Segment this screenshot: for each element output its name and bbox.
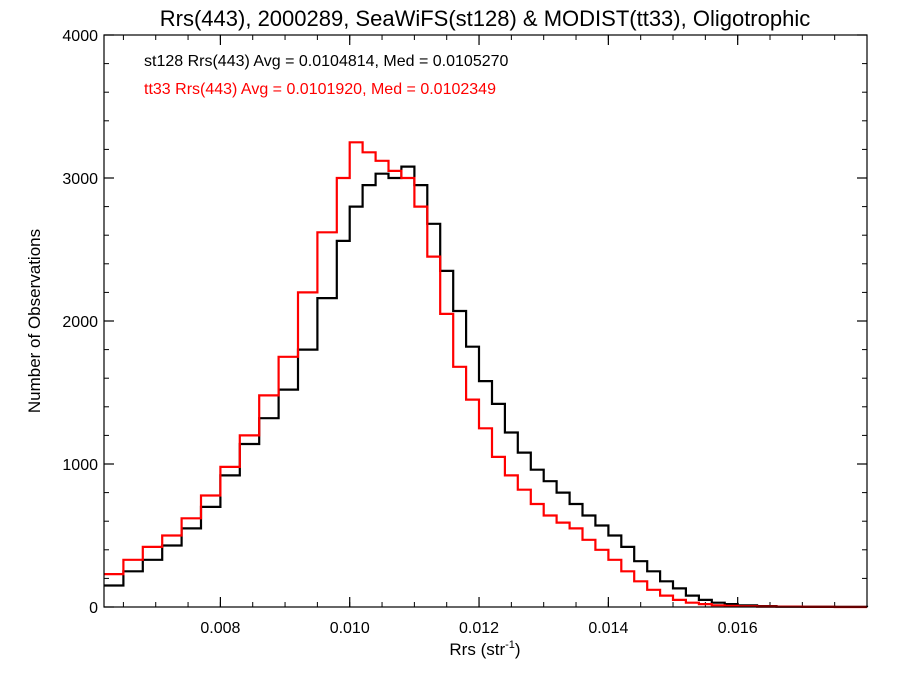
x-axis-label: Rrs (str-1) <box>449 639 520 659</box>
y-tick-label: 0 <box>89 600 98 617</box>
series-line-st128 <box>104 165 869 608</box>
x-tick-label: 0.012 <box>459 620 499 637</box>
legend-entry-st128: st128 Rrs(443) Avg = 0.0104814, Med = 0.… <box>144 53 509 70</box>
series-layer <box>104 141 869 609</box>
y-tick-label: 1000 <box>62 457 98 474</box>
y-axis-label: Number of Observations <box>25 229 44 413</box>
plot-frame <box>103 34 868 608</box>
y-tick-label: 2000 <box>62 314 98 331</box>
series-line-tt33 <box>104 141 867 609</box>
axis-ticks: 0.008 0.010 0.012 0.014 0.016 0 1000 2000 3000 40… <box>62 28 867 637</box>
x-tick-label: 0.016 <box>718 620 758 637</box>
x-tick-label: 0.010 <box>330 620 370 637</box>
x-tick-label: 0.008 <box>200 620 240 637</box>
y-tick-label: 4000 <box>62 28 98 45</box>
legend-entry-tt33: tt33 Rrs(443) Avg = 0.0101920, Med = 0.0… <box>144 81 496 98</box>
chart-title: Rrs(443), 2000289, SeaWiFS(st128) & MODI… <box>160 6 810 31</box>
x-tick-label: 0.014 <box>588 620 628 637</box>
y-tick-label: 3000 <box>62 171 98 188</box>
